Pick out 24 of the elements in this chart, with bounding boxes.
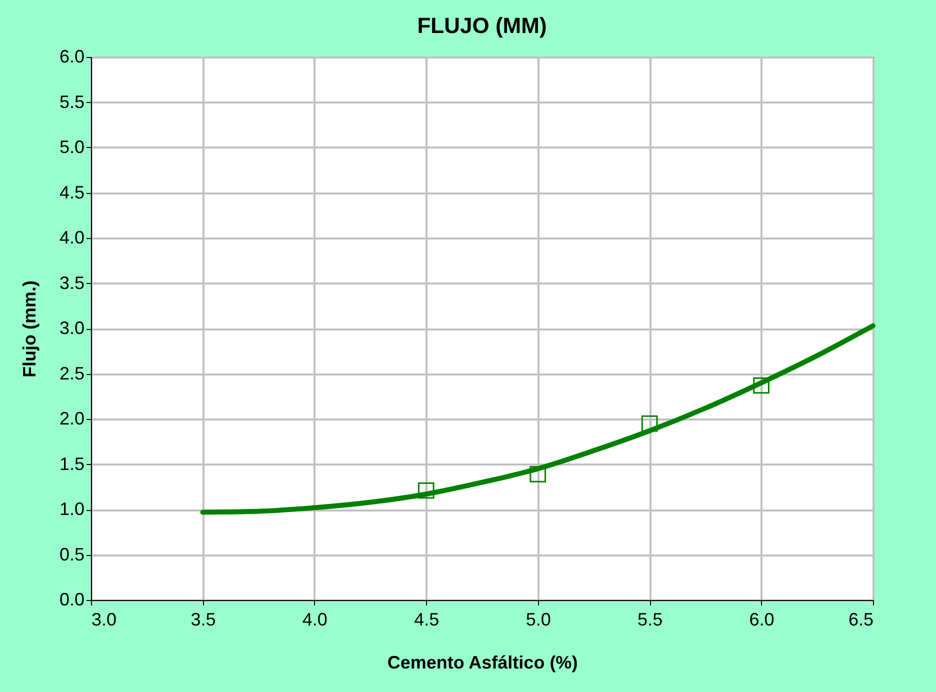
x-tick-label: 4.5 xyxy=(414,610,440,630)
y-tick-label: 1.5 xyxy=(59,454,84,474)
y-tick-label: 0.5 xyxy=(59,544,84,564)
y-tick-label: 6.0 xyxy=(59,46,84,66)
y-tick-label: 3.5 xyxy=(59,272,84,293)
y-tick-label: 4.0 xyxy=(59,228,84,248)
y-tick-label: 2.5 xyxy=(59,363,84,384)
x-tick-label: 3.5 xyxy=(190,610,216,630)
y-tick-label: 2.0 xyxy=(59,408,84,428)
y-tick-label: 4.5 xyxy=(59,182,84,202)
y-axis-title: Flujo (mm.) xyxy=(19,280,40,378)
x-tick-label: 3.0 xyxy=(92,610,117,630)
x-tick-label: 5.0 xyxy=(526,610,551,630)
y-tick-label: 5.0 xyxy=(59,137,84,157)
y-tick-label: 1.0 xyxy=(59,499,84,519)
y-tick-label: 3.0 xyxy=(59,318,84,338)
y-tick-label: 5.5 xyxy=(59,92,84,112)
x-tick-label: 6.0 xyxy=(749,610,774,630)
chart-title: FLUJO (MM) xyxy=(417,13,547,38)
x-tick-label: 5.5 xyxy=(638,610,663,630)
y-tick-label: 0.0 xyxy=(59,590,84,610)
x-axis-title: Cemento Asfáltico (%) xyxy=(387,652,578,672)
x-tick-label: 6.5 xyxy=(848,610,874,630)
x-tick-label: 4.0 xyxy=(302,610,328,630)
